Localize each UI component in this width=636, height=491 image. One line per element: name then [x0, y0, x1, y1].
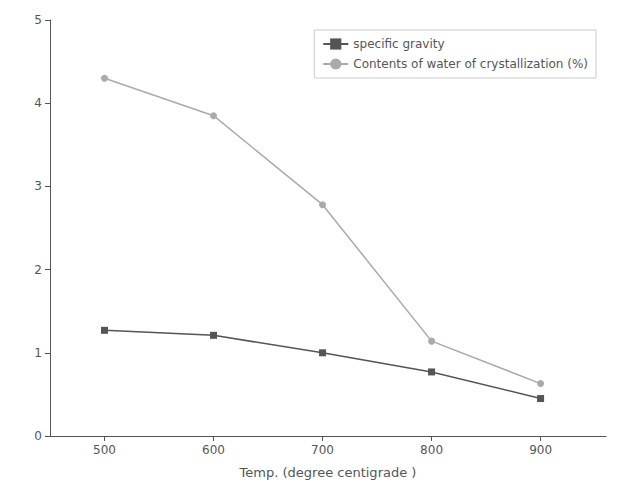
svg-text:3: 3 [34, 179, 42, 193]
svg-text:2: 2 [34, 263, 42, 277]
svg-text:600: 600 [202, 443, 225, 457]
svg-text:800: 800 [420, 443, 443, 457]
svg-text:specific gravity: specific gravity [353, 37, 444, 51]
svg-text:700: 700 [311, 443, 334, 457]
svg-text:Contents of water of crystalli: Contents of water of crystallization (%) [353, 57, 588, 71]
svg-text:Temp. (degree centigrade ): Temp. (degree centigrade ) [239, 465, 417, 480]
svg-text:5: 5 [34, 13, 42, 27]
svg-text:1: 1 [34, 346, 42, 360]
svg-text:900: 900 [529, 443, 552, 457]
svg-text:0: 0 [34, 429, 42, 443]
svg-text:500: 500 [93, 443, 116, 457]
svg-text:4: 4 [34, 96, 42, 110]
